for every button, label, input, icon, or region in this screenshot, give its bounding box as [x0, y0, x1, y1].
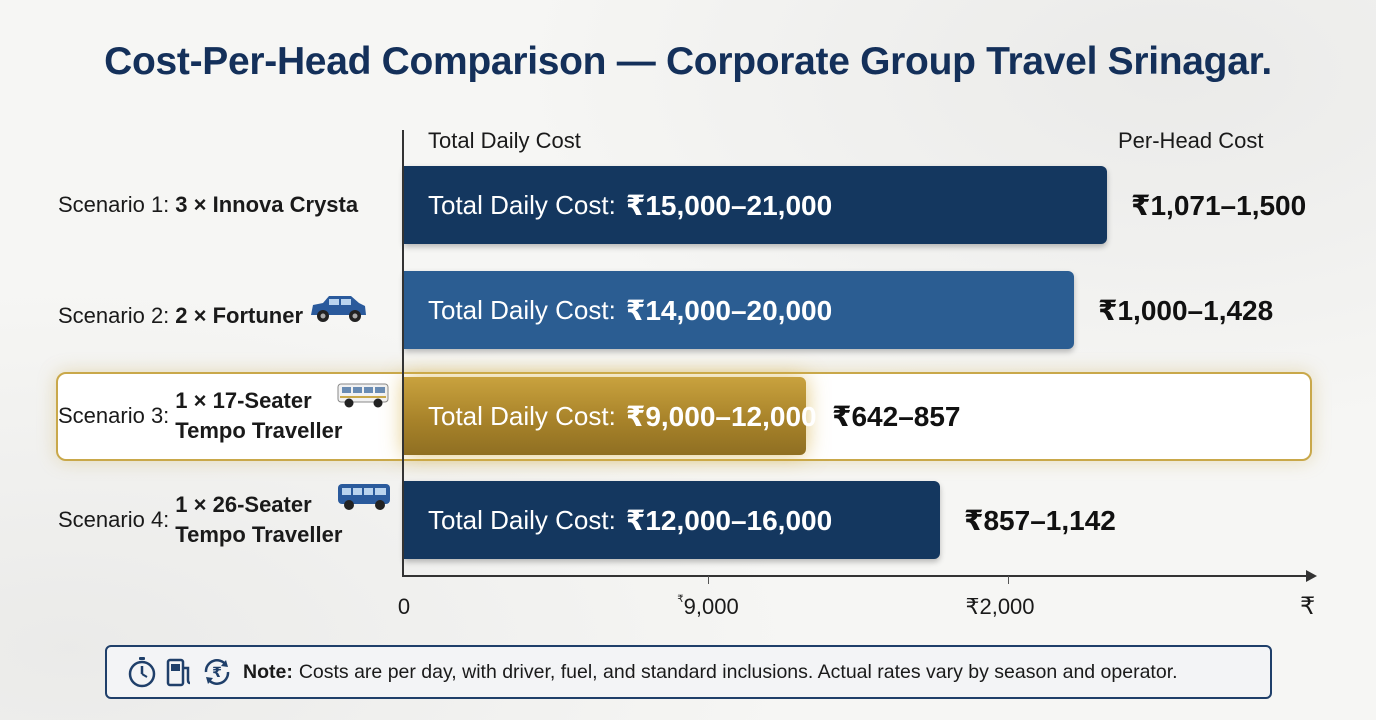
stopwatch-icon	[128, 657, 156, 688]
vehicle-name: 1 × 17-Seater	[175, 388, 312, 413]
x-axis-arrow-icon	[1306, 570, 1317, 582]
scenario-prefix: Scenario 4:	[58, 507, 170, 532]
x-axis-line	[402, 575, 1308, 577]
svg-text:₹: ₹	[212, 665, 222, 681]
x-tick-mark	[1008, 576, 1009, 584]
page-title: Cost-Per-Head Comparison — Corporate Gro…	[104, 40, 1272, 83]
row-label: Scenario 2: 2 × Fortuner	[58, 295, 369, 337]
bar-label: Total Daily Cost:	[428, 504, 616, 535]
per-head-value: ₹1,000–1,428	[1098, 295, 1274, 326]
minibus-blue-icon	[336, 480, 394, 520]
x-tick-currency-small: ₹	[677, 594, 684, 605]
x-axis-currency-symbol: ₹	[1300, 593, 1316, 620]
x-tick-value: 9,000	[683, 594, 739, 619]
per-head-value: ₹1,071–1,500	[1131, 190, 1307, 221]
vehicle-name: 1 × 26-Seater	[175, 492, 312, 517]
bar-label: Total Daily Cost:	[428, 294, 616, 325]
per-head-value: ₹642–857	[832, 401, 961, 432]
x-tick-label: 0	[397, 594, 411, 619]
total-cost-bar: Total Daily Cost: ₹12,000–16,000	[404, 481, 940, 559]
vehicle-name: 2 × Fortuner	[175, 303, 304, 328]
y-axis-line	[402, 130, 404, 576]
note-box: ₹ Note: Costs are per day, with driver, …	[105, 645, 1272, 699]
rupee-refresh-icon: ₹	[204, 659, 230, 685]
minibus-white-icon	[336, 378, 392, 418]
x-tick-label: ₹9,000	[677, 594, 738, 620]
bar-value: ₹15,000–21,000	[625, 189, 833, 221]
per-head-value: ₹857–1,142	[964, 505, 1116, 536]
bar-label: Total Daily Cost:	[428, 189, 616, 220]
vehicle-name-group: 2 × Fortuner	[175, 301, 303, 331]
column-header-total: Total Daily Cost	[428, 128, 581, 153]
bar-value: ₹14,000–20,000	[625, 294, 833, 326]
bar-value: ₹12,000–16,000	[625, 504, 833, 536]
bar-value: ₹9,000–12,000	[625, 400, 817, 432]
scenario-prefix: Scenario 1:	[58, 192, 170, 217]
x-tick-label: ₹2,000	[965, 594, 1035, 619]
column-header-per-head: Per-Head Cost	[1118, 128, 1264, 153]
row-label: Scenario 1: 3 × Innova Crysta	[58, 190, 358, 220]
vehicle-name: 3 × Innova Crysta	[175, 192, 359, 217]
bar-label: Total Daily Cost:	[428, 400, 616, 431]
x-tick-mark	[708, 576, 709, 584]
note-text: Costs are per day, with driver, fuel, an…	[298, 660, 1178, 683]
fuel-pump-icon	[166, 658, 191, 687]
total-cost-bar: Total Daily Cost: ₹14,000–20,000	[404, 271, 1074, 349]
vehicle-name: Tempo Traveller	[175, 418, 343, 443]
note-label: Note:	[243, 660, 293, 683]
vehicle-name-group: 1 × 17-Seater Tempo Traveller	[175, 386, 342, 446]
row-label: Scenario 4: 1 × 26-Seater Tempo Traveller	[58, 484, 390, 550]
vehicle-name: Tempo Traveller	[175, 522, 343, 547]
vehicle-name-group: 3 × Innova Crysta	[175, 190, 358, 220]
suv-icon	[307, 291, 369, 333]
vehicle-name-group: 1 × 26-Seater Tempo Traveller	[175, 490, 342, 550]
total-cost-bar: Total Daily Cost: ₹9,000–12,000	[404, 377, 817, 455]
scenario-prefix: Scenario 3:	[58, 403, 170, 428]
note-icons: ₹	[127, 656, 233, 688]
row-label: Scenario 3: 1 × 17-Seater Tempo Traveller	[58, 383, 389, 446]
total-cost-bar: Total Daily Cost: ₹15,000–21,000	[404, 166, 1107, 244]
scenario-prefix: Scenario 2:	[58, 303, 170, 328]
